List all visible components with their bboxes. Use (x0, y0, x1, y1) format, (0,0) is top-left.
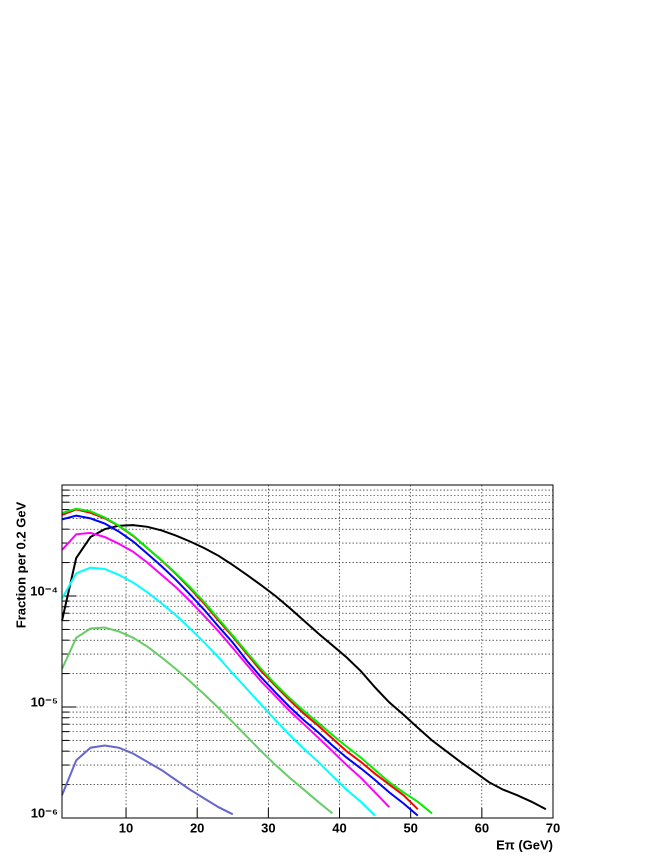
x-tick-label: 60 (475, 820, 489, 835)
x-tick-label: 30 (261, 820, 275, 835)
x-tick-label: 20 (190, 820, 204, 835)
y-axis-label: Fraction per 0.2 GeV (13, 501, 28, 628)
y-tick-label: 10⁻⁶ (31, 805, 58, 820)
series-line (61, 524, 547, 811)
x-tick-label: 70 (546, 820, 560, 835)
x-tick-label: 50 (403, 820, 417, 835)
series-line (61, 626, 334, 815)
y-tick-label: 10⁻⁴ (30, 583, 58, 598)
series-line (61, 507, 433, 815)
series-line (61, 508, 419, 810)
series-line (61, 744, 234, 816)
x-tick-label: 40 (332, 820, 346, 835)
x-tick-label: 10 (119, 820, 133, 835)
series-line (61, 531, 391, 808)
x-axis-label: Eπ (GeV) (496, 837, 553, 852)
plot-frame (61, 484, 554, 819)
series-line (61, 566, 376, 817)
y-tick-label: 10⁻⁵ (31, 694, 58, 709)
series-line (61, 514, 419, 817)
